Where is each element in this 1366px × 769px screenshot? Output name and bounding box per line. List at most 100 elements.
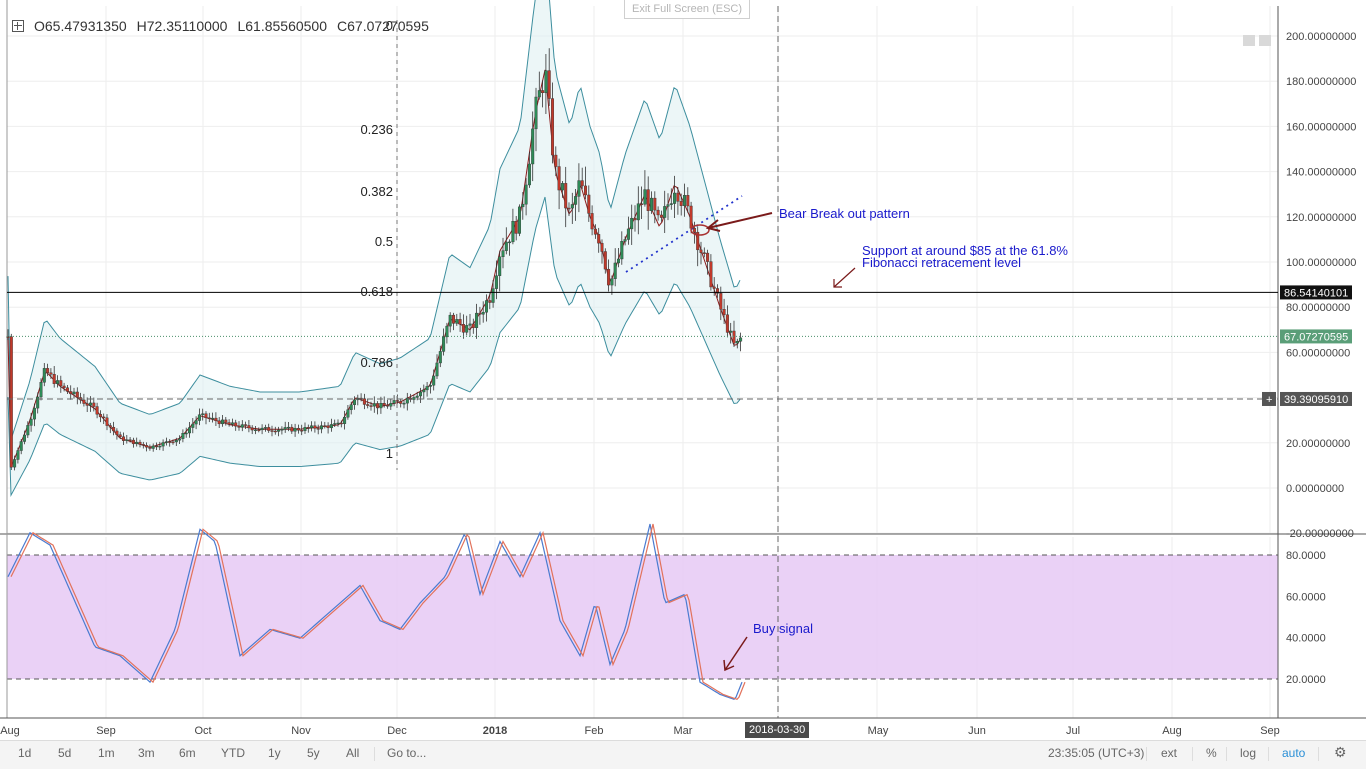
candle	[257, 429, 261, 431]
candle	[154, 445, 158, 448]
candle	[593, 228, 597, 235]
candle	[676, 192, 680, 202]
expand-icon[interactable]	[12, 20, 24, 32]
candle	[521, 203, 525, 208]
bear-arrowhead	[705, 219, 721, 232]
candle	[296, 427, 300, 431]
candle	[389, 403, 393, 407]
buy-arrow	[724, 636, 748, 671]
candle	[115, 430, 119, 435]
candle	[725, 314, 729, 333]
candle	[204, 413, 208, 419]
chart-canvas[interactable]: 0 0.236 0.382 0.5 0.618 0.786 1 200.00000000 180…	[0, 0, 1366, 740]
candle	[699, 249, 703, 253]
candle	[428, 385, 432, 387]
candle	[270, 430, 274, 432]
osc-tick-label: 20.0000	[1286, 674, 1326, 686]
candle	[92, 402, 96, 407]
range-1m[interactable]: 1m	[98, 746, 115, 760]
candle	[399, 401, 403, 404]
log-toggle[interactable]: log	[1240, 746, 1257, 760]
candle	[607, 268, 611, 286]
candle	[577, 180, 581, 197]
candle	[646, 189, 650, 211]
candle	[445, 325, 449, 338]
candle	[729, 330, 733, 333]
candle	[211, 417, 215, 420]
candle	[263, 427, 267, 429]
candle	[511, 220, 515, 243]
candle	[395, 400, 399, 402]
osc-tick-label: 40.0000	[1286, 633, 1326, 645]
candle	[88, 402, 92, 406]
candle	[650, 197, 654, 211]
ext-toggle[interactable]: ext	[1161, 746, 1178, 760]
candle	[669, 203, 673, 205]
candle	[369, 405, 373, 407]
range-all[interactable]: All	[346, 746, 360, 760]
stoch-k-line	[7, 523, 743, 701]
candle	[362, 398, 366, 405]
osc-tick-label: 60.0000	[1286, 591, 1326, 603]
candle	[234, 422, 238, 427]
candle	[534, 96, 538, 130]
exit-fullscreen-button[interactable]: Exit Full Screen (ESC)	[624, 0, 750, 19]
crosshair-price-label: 39.39095910	[1284, 394, 1348, 406]
candle	[164, 441, 168, 443]
candle	[253, 429, 257, 431]
candle	[485, 300, 489, 313]
candle	[560, 183, 564, 191]
candle	[178, 438, 182, 441]
pause-icon[interactable]	[1243, 35, 1255, 46]
clock-label: 23:35:05 (UTC+3)	[1048, 746, 1145, 760]
range-5d[interactable]: 5d	[58, 746, 72, 760]
candle	[240, 424, 244, 428]
candle	[273, 430, 277, 433]
candle	[673, 192, 677, 204]
price-tick-label: 200.00000000	[1286, 31, 1356, 43]
pause-icon-2[interactable]	[1259, 35, 1271, 46]
buy-arrowhead	[723, 659, 735, 672]
candle	[191, 423, 195, 428]
candle	[105, 417, 109, 426]
candle	[320, 425, 324, 430]
candle	[425, 386, 429, 391]
candle	[376, 403, 380, 409]
candle	[346, 409, 350, 418]
candle	[303, 427, 307, 431]
bollinger-upper	[7, 0, 741, 440]
candle	[633, 217, 637, 221]
range-5y[interactable]: 5y	[307, 746, 320, 760]
price-tick-label: 0.00000000	[1286, 483, 1344, 495]
candle	[260, 427, 264, 431]
cursor-date-label: 2018-03-30	[745, 722, 810, 738]
price-tick-label: 80.00000000	[1286, 302, 1350, 314]
auto-toggle[interactable]: auto	[1282, 746, 1306, 760]
candle	[570, 204, 574, 209]
candle	[310, 425, 314, 429]
candle	[689, 205, 693, 229]
candle	[158, 445, 162, 448]
fib-level-label: 0	[386, 18, 393, 33]
candle	[402, 402, 406, 405]
candle	[452, 314, 456, 324]
percent-toggle[interactable]: %	[1206, 746, 1217, 760]
break-circle	[690, 224, 710, 236]
fib-level-label: 0.5	[375, 234, 393, 249]
ohlc-legend: O65.47931350 H72.35110000 L61.85560500 C…	[12, 18, 429, 34]
range-ytd[interactable]: YTD	[221, 746, 245, 760]
range-1y[interactable]: 1y	[268, 746, 281, 760]
goto-button[interactable]: Go to...	[387, 746, 427, 760]
candle	[145, 445, 149, 448]
candle	[75, 391, 79, 398]
range-6m[interactable]: 6m	[179, 746, 196, 760]
range-3m[interactable]: 3m	[138, 746, 155, 760]
candle	[26, 425, 30, 436]
candle	[626, 228, 630, 240]
candle	[52, 374, 56, 385]
time-tick-label: Aug	[0, 725, 20, 737]
gear-icon[interactable]: ⚙	[1334, 744, 1347, 760]
candle	[471, 323, 475, 328]
candle	[230, 422, 234, 425]
range-1d[interactable]: 1d	[18, 746, 32, 760]
